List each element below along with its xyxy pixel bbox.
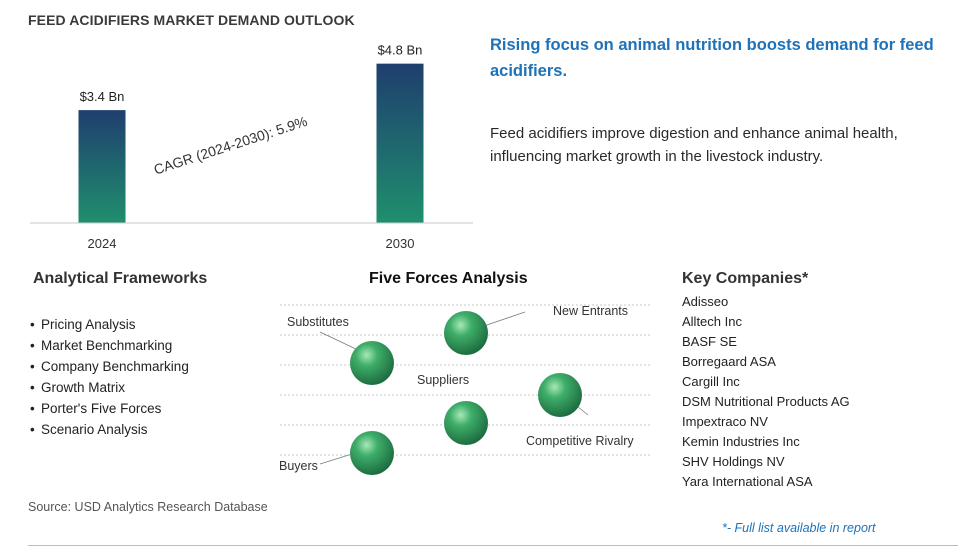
key-companies-list: Adisseo Alltech Inc BASF SE Borregaard A…	[682, 292, 850, 492]
framework-item: • Company Benchmarking	[30, 359, 189, 374]
framework-item: • Porter's Five Forces	[30, 401, 162, 416]
force-label-substitutes: Substitutes	[287, 315, 349, 329]
company-item: Adisseo	[682, 294, 729, 309]
company-item: DSM Nutritional Products AG	[682, 394, 850, 409]
source-note: Source: USD Analytics Research Database	[28, 500, 268, 514]
company-item: Borregaard ASA	[682, 354, 776, 369]
headline: Rising focus on animal nutrition boosts …	[490, 36, 934, 80]
buyers-sphere	[350, 431, 394, 475]
bottom-divider	[28, 545, 958, 546]
substitutes-sphere	[350, 341, 394, 385]
company-item: Cargill Inc	[682, 374, 740, 389]
analytical-frameworks-title: Analytical Frameworks	[33, 270, 208, 287]
company-item: Impextraco NV	[682, 414, 768, 429]
force-label-new-entrants: New Entrants	[553, 304, 629, 318]
footnote: *- Full list available in report	[722, 521, 876, 535]
force-label-buyers: Buyers	[279, 459, 318, 473]
framework-item: • Pricing Analysis	[30, 317, 136, 332]
framework-item: • Growth Matrix	[30, 380, 126, 395]
new-entrants-sphere	[444, 311, 488, 355]
bar-value-label: $4.8 Bn	[378, 43, 423, 58]
x-tick-label: 2024	[88, 236, 117, 251]
force-label-competitive-rivalry: Competitive Rivalry	[526, 434, 634, 448]
framework-item: • Scenario Analysis	[30, 422, 148, 437]
chart-title: FEED ACIDIFIERS MARKET DEMAND OUTLOOK	[28, 12, 355, 28]
description: Feed acidifiers improve digestion and en…	[490, 125, 898, 165]
company-item: SHV Holdings NV	[682, 454, 785, 469]
five-forces-diagram	[280, 304, 650, 475]
bar-2030	[376, 63, 424, 223]
company-item: Kemin Industries Inc	[682, 434, 800, 449]
company-item: BASF SE	[682, 334, 737, 349]
suppliers-sphere	[444, 401, 488, 445]
x-tick-label: 2030	[386, 236, 415, 251]
analytical-frameworks-list: • Pricing Analysis • Market Benchmarking •…	[30, 314, 189, 440]
cagr-annotation: CAGR (2024-2030): 5.9%	[152, 113, 309, 178]
company-item: Yara International ASA	[682, 474, 813, 489]
company-item: Alltech Inc	[682, 314, 742, 329]
five-forces-title: Five Forces Analysis	[369, 270, 528, 287]
key-companies-title: Key Companies*	[682, 270, 809, 287]
competitive-rivalry-sphere	[538, 373, 582, 417]
force-label-suppliers: Suppliers	[417, 373, 470, 387]
bar-value-label: $3.4 Bn	[80, 89, 125, 104]
market-bar-chart: $3.4 Bn 2024 $4.8 Bn 2030 CAGR (2024-2030):…	[30, 43, 473, 251]
bar-2024	[78, 110, 126, 223]
framework-item: • Market Benchmarking	[30, 338, 173, 353]
